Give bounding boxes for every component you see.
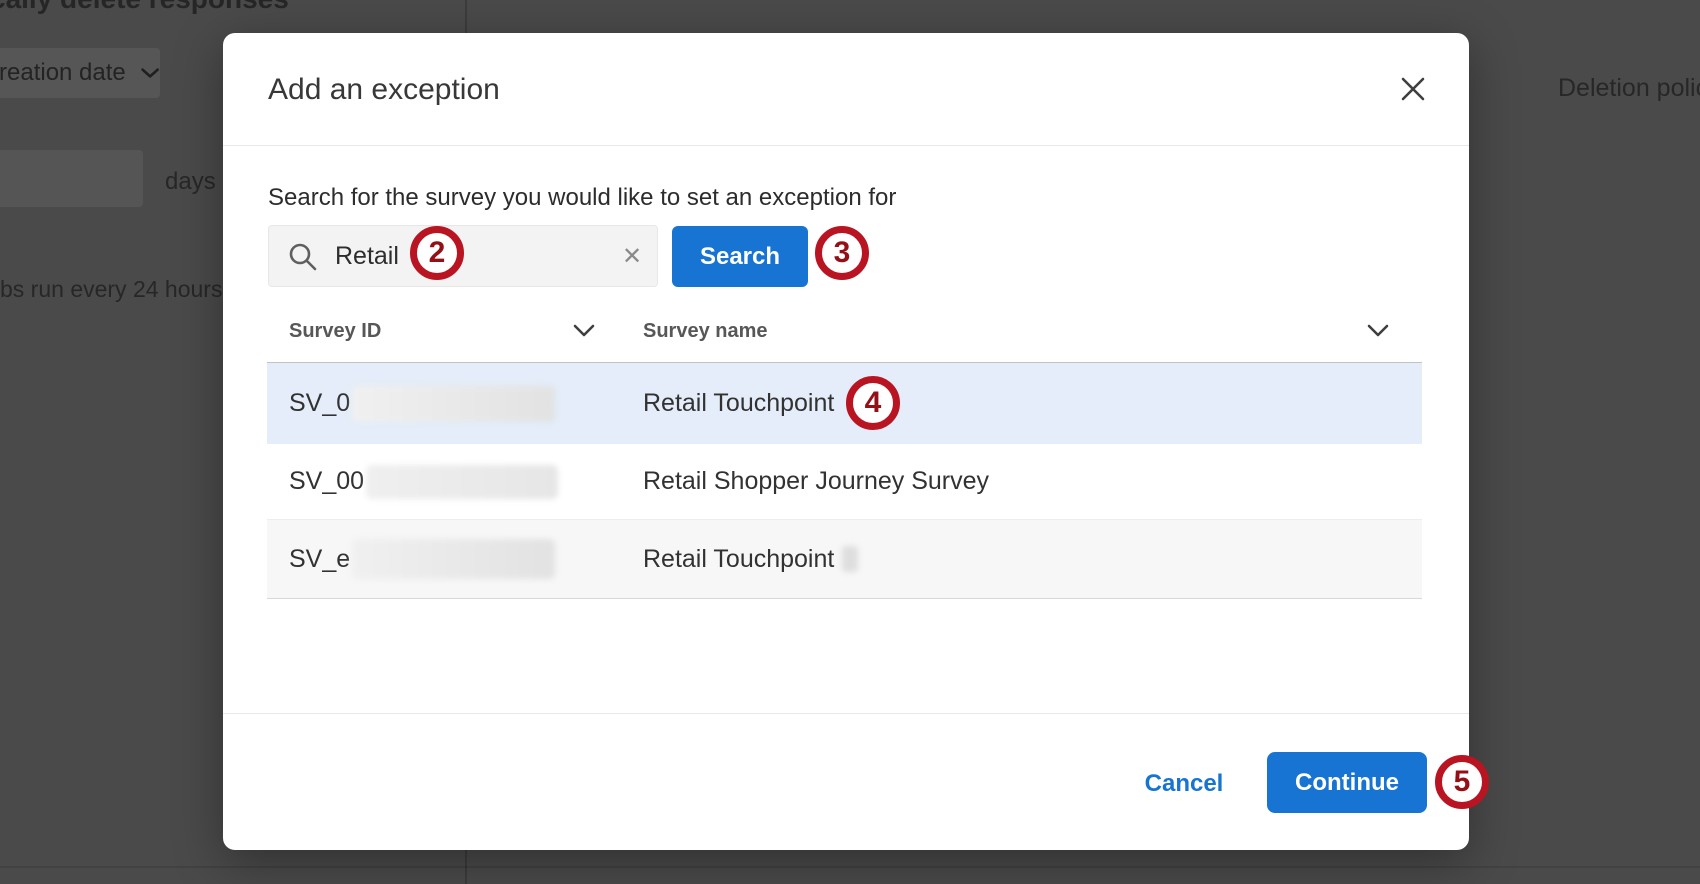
survey-name-cell: Retail Touchpoint — [643, 389, 835, 417]
cancel-button[interactable]: Cancel — [1139, 770, 1229, 798]
chevron-down-icon — [141, 68, 159, 78]
column-header-survey-id[interactable]: Survey ID — [289, 320, 382, 342]
deletion-policy-label: Deletion polic — [1558, 74, 1700, 102]
annotation-step-4: 4 — [846, 376, 900, 430]
annotation-step-5: 5 — [1435, 755, 1489, 809]
search-icon — [289, 243, 317, 271]
days-input — [0, 150, 143, 207]
table-row[interactable]: SV_00 Retail Shopper Journey Survey — [267, 444, 1422, 520]
survey-search-field: ✕ — [268, 225, 658, 287]
search-instruction-label: Search for the survey you would like to … — [268, 184, 897, 211]
creation-date-dropdown: reation date — [0, 48, 160, 98]
dialog-title: Add an exception — [268, 73, 500, 106]
clear-search-icon[interactable]: ✕ — [621, 242, 643, 270]
survey-id-cell: SV_00 — [289, 444, 559, 519]
continue-button[interactable]: Continue — [1267, 752, 1427, 813]
add-exception-dialog: Add an exception Search for the survey y… — [223, 33, 1489, 850]
survey-id-cell: SV_0 — [289, 363, 556, 444]
survey-name-cell: Retail Shopper Journey Survey — [643, 467, 990, 495]
days-label: days — [165, 168, 216, 195]
header-divider — [223, 145, 1469, 146]
annotation-step-2: 2 — [410, 226, 464, 280]
survey-results-table: Survey ID Survey name SV_0 Retail Touchp… — [267, 310, 1422, 599]
redacted-text — [366, 464, 559, 499]
footer-divider — [223, 713, 1469, 714]
table-header-row: Survey ID Survey name — [267, 310, 1422, 363]
table-row[interactable]: SV_e Retail Touchpoint — [267, 520, 1422, 599]
chevron-down-icon[interactable] — [1367, 324, 1389, 338]
jobs-note: bs run every 24 hours. — [0, 276, 229, 302]
chevron-down-icon[interactable] — [573, 324, 595, 338]
bg-page-heading: cally delete responses — [0, 0, 289, 15]
redacted-text — [842, 546, 859, 572]
table-row-selected[interactable]: SV_0 Retail Touchpoint 4 — [267, 363, 1422, 444]
survey-name-cell: Retail Touchpoint — [643, 520, 859, 598]
close-button[interactable] — [1395, 71, 1431, 107]
survey-id-cell: SV_e — [289, 520, 556, 598]
close-icon — [1401, 77, 1425, 101]
search-button[interactable]: Search — [672, 226, 808, 287]
creation-date-dropdown-label: reation date — [0, 59, 126, 86]
redacted-text — [352, 385, 556, 422]
bg-bottom-divider — [0, 866, 1700, 868]
redacted-text — [352, 539, 556, 579]
column-header-survey-name[interactable]: Survey name — [643, 320, 768, 342]
annotation-step-3: 3 — [815, 226, 869, 280]
